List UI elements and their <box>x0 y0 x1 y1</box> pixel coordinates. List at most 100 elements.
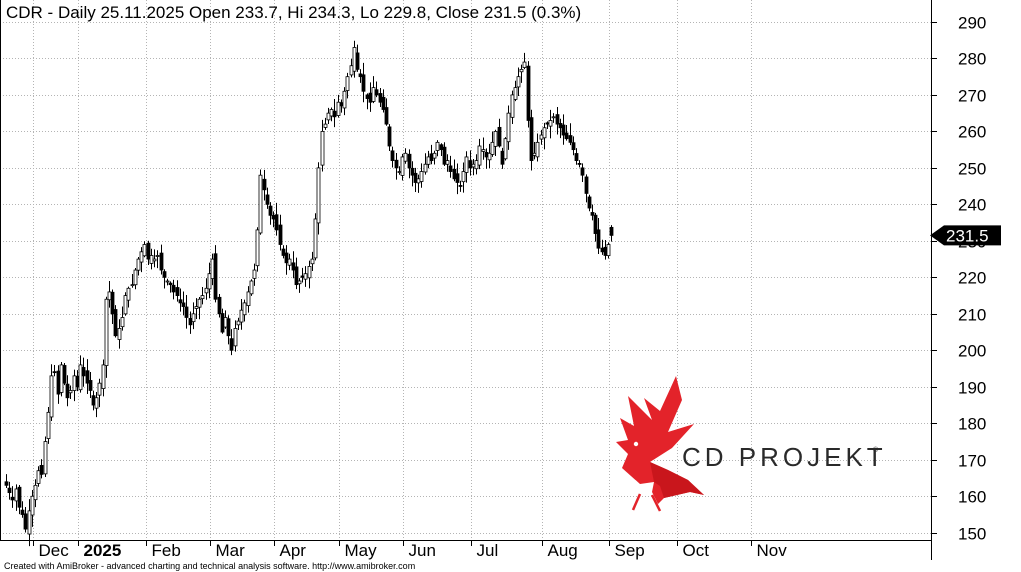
candle-body <box>403 152 408 162</box>
candle-body <box>168 282 173 286</box>
y-tick-label: 290 <box>958 14 986 33</box>
grid <box>0 0 931 540</box>
candle-body <box>551 116 556 119</box>
candle-body <box>220 313 225 333</box>
candle-body <box>468 160 473 169</box>
candle-body <box>101 364 106 389</box>
candle-body <box>500 150 505 165</box>
candle-body <box>349 65 354 76</box>
candle-body <box>233 328 238 347</box>
footer-credit: Created with AmiBroker - advanced charti… <box>4 561 415 571</box>
candle-body <box>178 299 183 304</box>
candle-body <box>52 371 57 374</box>
candle-body <box>590 212 595 216</box>
candle-body <box>123 295 128 315</box>
candle-body <box>535 141 540 158</box>
candle-body <box>27 510 32 535</box>
candle-body <box>429 153 434 161</box>
candle-body <box>155 255 160 257</box>
candle-body <box>390 150 395 161</box>
candle-body <box>493 131 498 147</box>
candle-body <box>600 247 605 253</box>
red-bird-icon <box>616 376 704 512</box>
candle-body <box>152 258 157 262</box>
candle-body <box>194 306 199 309</box>
candle-body <box>587 196 592 209</box>
candle-body <box>200 295 205 300</box>
candle-body <box>374 89 379 96</box>
candle-body <box>30 495 35 516</box>
candle-body <box>175 287 180 296</box>
candle-body <box>271 215 276 220</box>
candle-body <box>487 152 492 161</box>
last-price-marker: 231.5 <box>930 225 1001 246</box>
candle-body <box>326 112 331 121</box>
candle-body <box>23 513 28 530</box>
candle-body <box>97 382 102 396</box>
candle-body <box>110 291 115 315</box>
candle-body <box>184 306 189 318</box>
candle-body <box>291 262 296 271</box>
candle-body <box>72 375 77 391</box>
candle-body <box>104 298 109 366</box>
candle-body <box>204 287 209 294</box>
candle-body <box>407 153 412 169</box>
candle-body <box>545 122 550 125</box>
candle-body <box>255 229 260 267</box>
candle-body <box>471 163 476 168</box>
candle-body <box>78 364 83 391</box>
candle-body <box>181 302 186 307</box>
candle-body <box>584 176 589 194</box>
candle-body <box>542 127 547 139</box>
x-tick-label: Mar <box>216 541 246 560</box>
candle-body <box>555 114 560 125</box>
candle-body <box>513 87 518 100</box>
x-tick-label: Aug <box>548 541 578 560</box>
candle-body <box>171 284 176 293</box>
candle-body <box>497 126 502 147</box>
candle-body <box>596 229 601 249</box>
chart-title: CDR - Daily 25.11.2025 Open 233.7, Hi 23… <box>6 3 581 22</box>
candle-body <box>142 244 147 257</box>
candle-body <box>519 68 524 73</box>
candle-body <box>313 218 318 259</box>
x-tick-label: Feb <box>152 541 181 560</box>
candle-body <box>332 110 337 118</box>
candle-body <box>529 117 534 161</box>
y-tick-label: 150 <box>958 525 986 544</box>
candle-body <box>371 87 376 102</box>
candle-body <box>120 317 125 328</box>
candle-body <box>548 120 553 127</box>
candle-body <box>49 375 54 418</box>
candle-body <box>65 383 70 399</box>
candle-body <box>394 159 399 169</box>
candle-body <box>384 107 389 125</box>
candle-body <box>368 92 373 103</box>
candle-body <box>464 156 469 173</box>
candle-body <box>574 153 579 161</box>
last-price-label: 231.5 <box>946 226 989 245</box>
candle-body <box>609 226 614 236</box>
candle-body <box>381 96 386 110</box>
y-tick-label: 250 <box>958 160 986 179</box>
candle-body <box>297 280 302 285</box>
candle-body <box>249 280 254 295</box>
candle-body <box>39 465 44 475</box>
candle-body <box>310 258 315 265</box>
candle-body <box>419 171 424 182</box>
x-tick-label: 2025 <box>84 541 122 560</box>
candle-body <box>252 269 257 279</box>
y-tick-label: 220 <box>958 269 986 288</box>
candle-body <box>239 309 244 323</box>
y-tick-label: 240 <box>958 196 986 215</box>
last-price-tag <box>930 225 1001 246</box>
candle-body <box>442 146 447 165</box>
candle-body <box>361 74 366 92</box>
candle-body <box>284 252 289 264</box>
candle-body <box>210 258 215 280</box>
candle-body <box>455 173 460 183</box>
candle-body <box>365 94 370 99</box>
candle-body <box>564 132 569 140</box>
x-tick-label: Jun <box>409 541 436 560</box>
